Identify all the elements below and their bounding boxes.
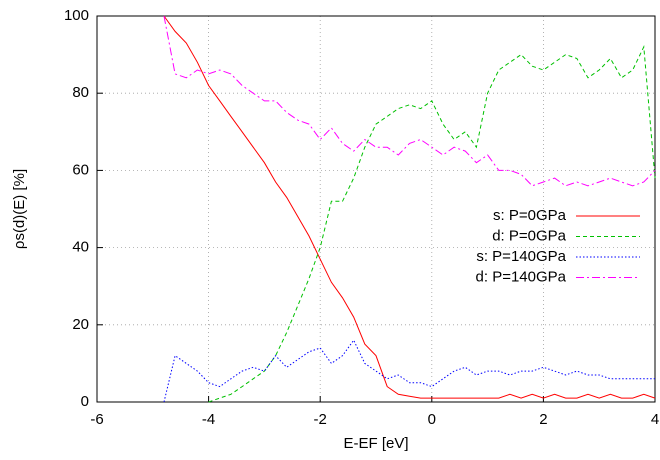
y-tick-label: 20 [72,316,89,333]
x-tick-label: 0 [428,411,436,428]
x-tick-label: 4 [651,411,659,428]
data-line [163,339,655,403]
legend-label: s: P=140GPa [476,248,566,265]
y-tick-label: 100 [64,7,89,24]
legend-label: d: P=140GPa [476,268,567,285]
x-tick-label: -6 [90,411,103,428]
x-tick-label: -2 [314,411,327,428]
data-line [163,15,656,187]
y-tick-label: 60 [72,161,89,178]
y-tick-label: 0 [81,393,89,410]
x-axis-label: E-EF [eV] [343,435,408,452]
y-tick-label: 80 [72,84,89,101]
y-tick-label: 40 [72,239,89,256]
legend-label: s: P=0GPa [493,207,567,224]
data-line [208,45,656,403]
data-line [163,15,656,399]
y-axis-label: ρs(d)(E) [%] [11,169,28,249]
x-tick-label: 2 [539,411,547,428]
legend-label: d: P=0GPa [492,227,566,244]
x-tick-label: -4 [202,411,215,428]
plot-frame [96,15,656,403]
